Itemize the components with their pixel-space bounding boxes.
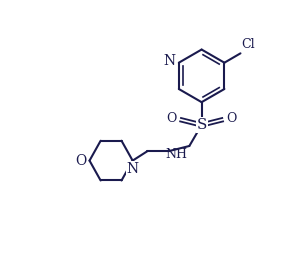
Text: NH: NH <box>165 148 187 161</box>
Text: Cl: Cl <box>242 38 255 51</box>
Text: O: O <box>167 112 177 125</box>
Text: S: S <box>196 118 207 132</box>
Text: N: N <box>163 54 175 68</box>
Text: O: O <box>226 112 237 125</box>
Text: O: O <box>75 154 86 168</box>
Text: N: N <box>127 162 139 176</box>
